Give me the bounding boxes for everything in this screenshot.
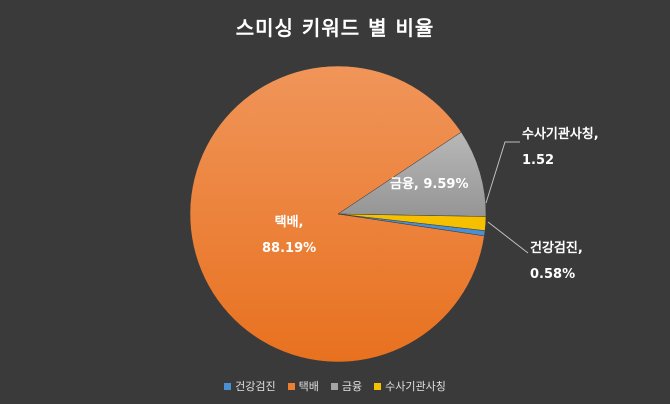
legend-label-health: 건강검진 [235, 380, 276, 393]
legend-swatch-police [374, 382, 382, 390]
leader-lines [485, 141, 529, 254]
legend-item-finance[interactable]: 금융 [330, 378, 363, 394]
data-label-police: 수사기관사칭, 1.52 [522, 127, 599, 168]
leader-line-health [487, 221, 529, 254]
chart-legend: 건강검진 택배 금융 수사기관사칭 [0, 378, 670, 394]
data-label-health: 건강검진, 0.58% [530, 241, 583, 282]
legend-swatch-health [224, 382, 232, 390]
leader-line-police [485, 141, 520, 204]
legend-label-police: 수사기관사칭 [385, 380, 446, 393]
legend-swatch-finance [330, 382, 338, 390]
legend-item-health[interactable]: 건강검진 [224, 378, 276, 394]
chart-title: 스미싱 키워드 별 비율 [235, 16, 435, 40]
data-label-finance: 금융, 9.59% [390, 177, 469, 192]
slice-police[interactable] [337, 213, 487, 231]
legend-label-delivery: 택배 [298, 380, 319, 393]
legend-swatch-delivery [287, 382, 295, 390]
slice-finance[interactable] [337, 131, 487, 217]
slice-delivery[interactable] [189, 65, 485, 363]
legend-item-police[interactable]: 수사기관사칭 [374, 378, 446, 394]
legend-item-delivery[interactable]: 택배 [287, 378, 319, 394]
pie-slices [189, 65, 487, 363]
data-label-delivery: 택배, 88.19% [262, 215, 317, 256]
legend-label-finance: 금융 [341, 380, 363, 393]
